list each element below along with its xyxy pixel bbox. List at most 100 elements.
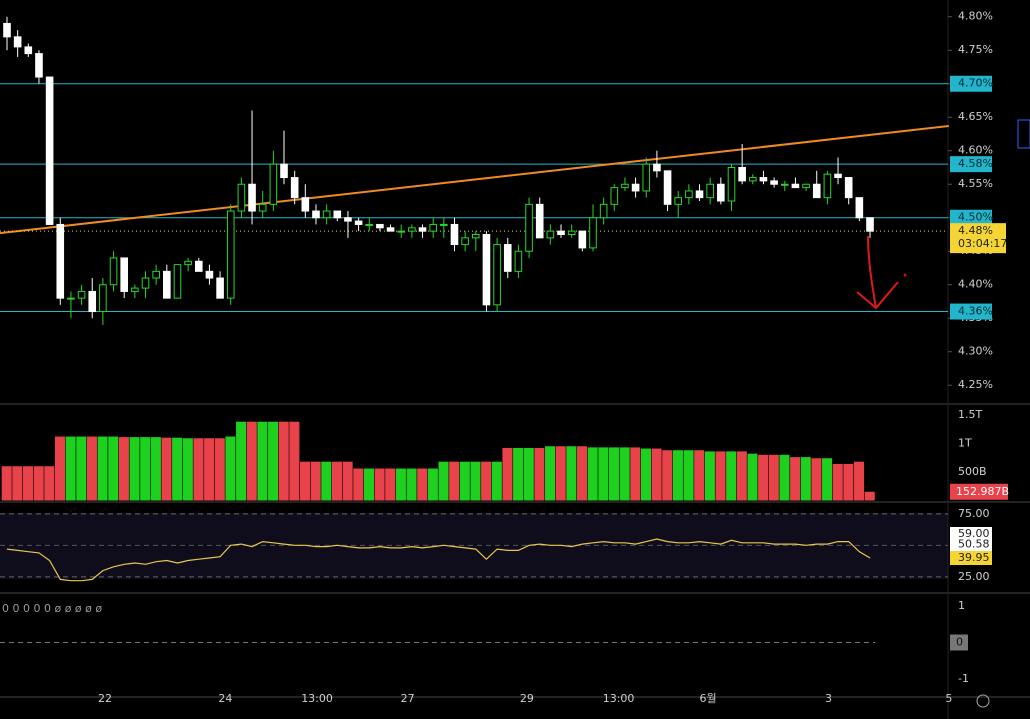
candle-body xyxy=(77,290,86,299)
volume-bar xyxy=(44,466,55,501)
candle-body xyxy=(450,223,459,246)
volume-bar xyxy=(140,437,151,501)
oscillator-box xyxy=(950,634,968,651)
level-label-box xyxy=(950,303,992,320)
volume-bar xyxy=(800,457,811,501)
volume-tick-label: 1.5T xyxy=(958,408,982,421)
volume-bar xyxy=(310,461,321,501)
volume-bar xyxy=(545,446,556,501)
candle-body xyxy=(365,223,374,226)
volume-bar xyxy=(598,447,609,501)
volume-bar xyxy=(811,458,822,501)
volume-bar xyxy=(1,466,12,501)
settings-button[interactable] xyxy=(976,694,990,708)
x-tick-label: 29 xyxy=(520,692,534,705)
candle-body xyxy=(418,227,427,232)
candle-body xyxy=(99,284,107,313)
candle-body xyxy=(290,177,299,199)
candle-body xyxy=(685,190,693,199)
candle-body xyxy=(621,183,629,189)
volume-tick-label: 1T xyxy=(958,436,972,449)
rsi-readout: 39.95 xyxy=(958,551,990,564)
candle-body xyxy=(386,227,395,232)
candle-body xyxy=(258,203,267,212)
candle-body xyxy=(226,210,235,299)
rsi-tick-label: 25.00 xyxy=(958,570,990,583)
oscillator-tick-label: -1 xyxy=(958,672,969,685)
candle-body xyxy=(216,277,224,299)
volume-bar xyxy=(406,468,417,501)
candle-body xyxy=(471,233,480,239)
candle-body xyxy=(205,270,214,279)
x-tick-label: 24 xyxy=(218,692,232,705)
candle-body xyxy=(88,290,97,313)
level-label-box xyxy=(950,156,992,173)
candle-body xyxy=(344,217,352,222)
volume-bar xyxy=(54,436,65,501)
candle-body xyxy=(727,166,736,202)
volume-bar xyxy=(726,451,737,501)
candle-body xyxy=(322,210,331,219)
y-tick-label: 4.65% xyxy=(958,110,993,123)
candle-body xyxy=(408,227,416,232)
volume-bar xyxy=(150,437,161,501)
candle-body xyxy=(589,217,597,249)
candle-body xyxy=(525,203,533,252)
trendline xyxy=(0,124,949,235)
level-label: 4.36% xyxy=(958,305,993,318)
candle-body xyxy=(866,217,874,232)
oscillator-legend: 0 0 0 0 0 ø ø ø ø ø xyxy=(2,602,102,615)
candle-body xyxy=(535,203,544,239)
volume-bar xyxy=(321,461,332,501)
volume-bar xyxy=(395,468,406,501)
candle-body xyxy=(482,233,491,306)
candle-body xyxy=(706,183,714,199)
volume-bar xyxy=(651,448,662,501)
volume-bar xyxy=(449,461,460,501)
candle-body xyxy=(333,210,342,219)
y-tick-label: 4.55% xyxy=(958,177,993,190)
volume-bar xyxy=(257,421,268,501)
volume-bar xyxy=(864,491,875,501)
rsi-line xyxy=(6,538,871,582)
marks: 4.80%4.75%4.70%4.65%4.60%4.55%4.50%4.45%… xyxy=(0,10,1009,705)
candle-body xyxy=(301,197,310,212)
volume-bar xyxy=(854,461,865,501)
scroll-button[interactable] xyxy=(1017,119,1030,149)
candle-body xyxy=(461,237,469,246)
candle-body xyxy=(791,183,800,189)
candle-body xyxy=(780,183,789,186)
candle-body xyxy=(674,197,683,205)
volume-bar xyxy=(491,461,502,501)
volume-bar xyxy=(342,461,353,501)
candle-body xyxy=(397,230,406,233)
volume-bar xyxy=(779,454,790,501)
volume-bar xyxy=(385,468,396,501)
volume-bar xyxy=(619,447,630,501)
candle-body xyxy=(514,250,523,272)
volume-bar xyxy=(608,447,620,501)
candle-body xyxy=(141,277,150,289)
volume-bar xyxy=(214,438,225,501)
candle-body xyxy=(567,230,576,235)
x-tick-label: 27 xyxy=(401,692,415,705)
candle-body xyxy=(45,76,54,225)
volume-bar xyxy=(331,461,343,501)
volume-bar xyxy=(22,466,34,501)
volume-bar xyxy=(672,450,683,501)
rsi-readout-box xyxy=(950,527,992,541)
volume-bar xyxy=(225,436,236,501)
volume-bar xyxy=(566,446,577,501)
y-tick-label: 4.25% xyxy=(958,378,993,391)
rsi-readout: 59.00 xyxy=(958,527,990,540)
volume-bar xyxy=(236,421,247,501)
level-label-box xyxy=(950,209,992,226)
rsi-readout: 50.58 xyxy=(958,538,990,551)
volume-bar xyxy=(289,421,300,501)
candle-body xyxy=(376,223,384,229)
candle-body xyxy=(269,163,278,205)
volume-tick-label: 500B xyxy=(958,465,987,478)
x-tick-label: 6월 xyxy=(699,692,716,705)
